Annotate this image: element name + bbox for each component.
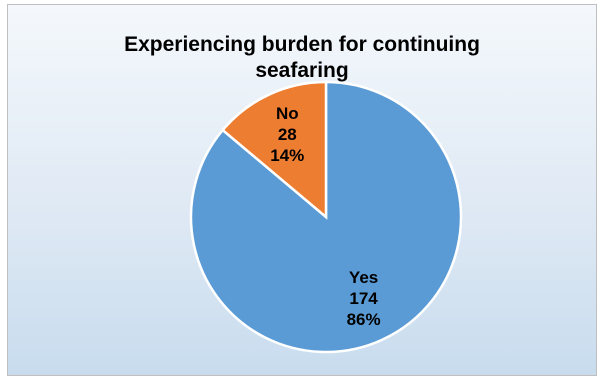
data-label-yes-value: 174 [349,289,378,308]
data-label-yes-category: Yes [349,268,378,287]
pie-chart: Yes 174 86% No 28 14% [189,80,463,354]
data-label-no-category: No [276,104,299,123]
data-label-yes-percent: 86% [347,310,381,329]
chart-area: Experiencing burden for continuing seafa… [7,4,597,376]
pie-slice-no [220,80,328,220]
chart-title-line-2: seafaring [255,59,349,82]
data-label-no-percent: 14% [270,146,304,165]
data-label-no-value: 28 [278,125,297,144]
chart-title-line-1: Experiencing burden for continuing [124,33,480,56]
chart-title: Experiencing burden for continuing seafa… [8,32,596,84]
